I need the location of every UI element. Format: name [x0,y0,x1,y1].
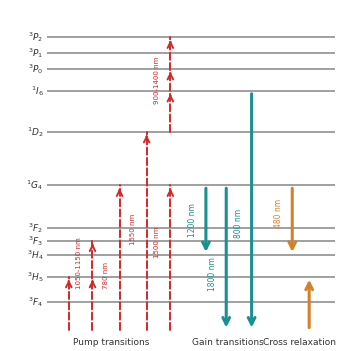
Text: $^3F_3$: $^3F_3$ [28,234,43,247]
Text: $^1I_6$: $^1I_6$ [31,84,43,98]
Text: Gain transitions: Gain transitions [192,338,264,347]
Text: $^3F_4$: $^3F_4$ [28,295,43,309]
Text: 1500 nm: 1500 nm [154,226,160,258]
Text: $^3P_1$: $^3P_1$ [28,46,43,60]
Text: 800 nm: 800 nm [234,209,243,238]
Text: 1800 nm: 1800 nm [208,257,217,291]
Text: $^1G_4$: $^1G_4$ [26,179,43,192]
Text: 1200 nm: 1200 nm [188,203,197,237]
Text: $^3H_4$: $^3H_4$ [27,248,43,262]
Text: 900-1400 nm: 900-1400 nm [154,56,160,104]
Text: Pump transitions: Pump transitions [73,338,149,347]
Text: $^1D_2$: $^1D_2$ [27,125,43,139]
Text: $^3P_2$: $^3P_2$ [28,31,43,44]
Text: $^3F_2$: $^3F_2$ [28,221,43,235]
Text: 1050-1150 nm: 1050-1150 nm [76,238,82,290]
Text: $^3H_5$: $^3H_5$ [27,270,43,284]
Text: Cross relaxation: Cross relaxation [263,338,336,347]
Text: 1550 nm: 1550 nm [130,214,136,245]
Text: 780 nm: 780 nm [103,263,109,290]
Text: $^3P_0$: $^3P_0$ [28,62,43,76]
Text: 480 nm: 480 nm [274,199,283,229]
